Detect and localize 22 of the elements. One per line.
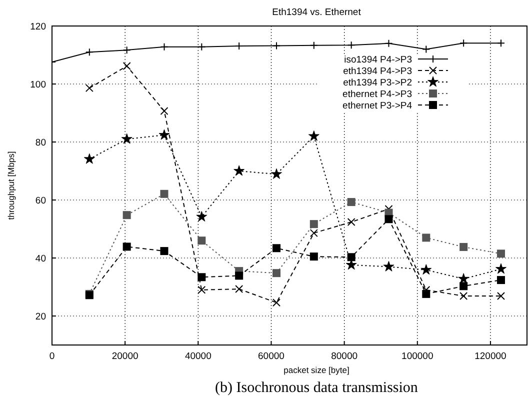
y-tick-label: 80 [35, 138, 46, 148]
x-tick-label: 20000 [112, 351, 138, 362]
legend-label: eth1394 P3->P2 [343, 78, 412, 88]
legend-label: iso1394 P4->P3 [344, 54, 412, 66]
x-tick-label: 40000 [184, 351, 212, 362]
x-axis-title: packet size [byte] [284, 365, 350, 375]
text: (b) Isochronous data transmission [215, 380, 418, 396]
legend-label: ethernet P3->P4 [342, 100, 412, 112]
y-axis-title: throughput [Mbps] [6, 151, 16, 220]
y-tick-label: 40 [35, 254, 46, 264]
y-tick-label: 100 [30, 80, 46, 90]
legend-label: eth1394 P4->P3 [343, 66, 412, 77]
legend-label: ethernet P4->P3 [342, 89, 412, 100]
y-tick-label: 60 [35, 196, 46, 206]
y-tick-label: 120 [30, 22, 46, 32]
x-tick-label: 60000 [258, 351, 284, 362]
y-tick-label: 20 [35, 312, 46, 322]
x-tick-label: 120000 [474, 351, 506, 362]
x-tick-label: 80000 [331, 351, 358, 362]
chart-title: Eth1394 vs. Ethernet [272, 7, 362, 18]
x-tick-label: 100000 [402, 351, 434, 362]
x-tick-label: 0 [49, 351, 55, 362]
